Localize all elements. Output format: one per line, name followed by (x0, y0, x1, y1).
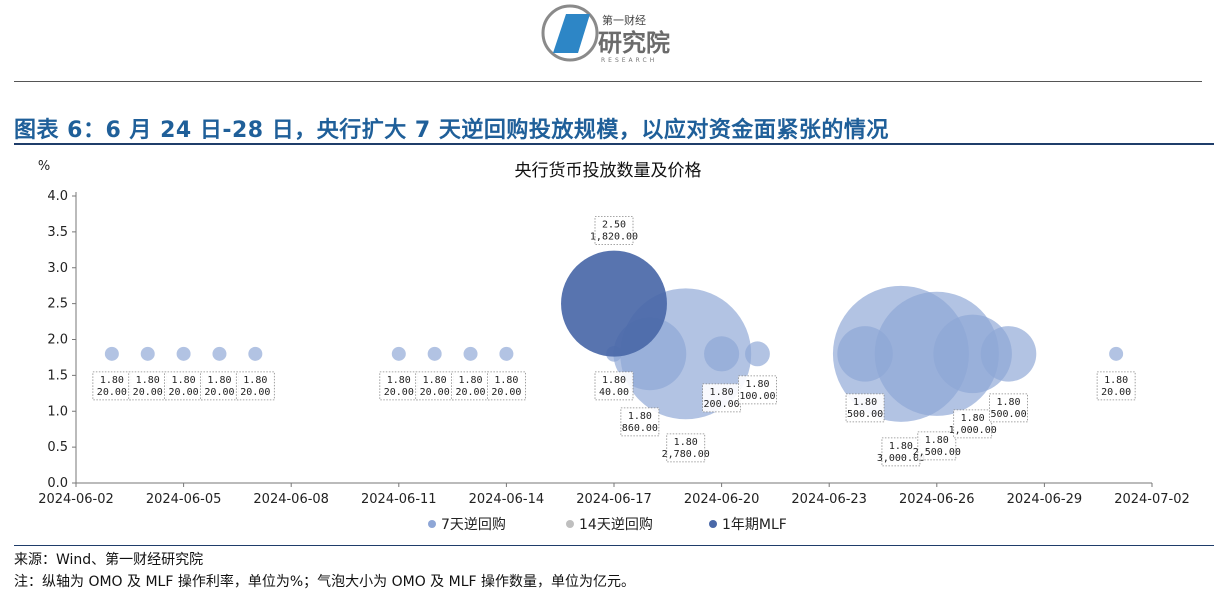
x-tick-label: 2024-06-20 (684, 492, 760, 507)
x-tick-label: 2024-06-11 (361, 492, 437, 507)
source-divider (14, 545, 1214, 546)
data-label-amount: 40.00 (599, 387, 629, 398)
data-label-rate: 1.80 (853, 397, 877, 408)
data-label-rate: 1.80 (961, 413, 985, 424)
reverse-repo-bubble (704, 336, 739, 371)
x-tick-label: 2024-06-05 (146, 492, 222, 507)
x-tick-label: 2024-07-02 (1114, 492, 1190, 507)
data-label-rate: 1.80 (136, 375, 160, 386)
reverse-repo-bubble (105, 347, 119, 361)
data-label-amount: 20.00 (1101, 387, 1131, 398)
data-label-amount: 20.00 (455, 387, 485, 398)
data-label-rate: 2.50 (602, 220, 626, 231)
data-label-amount: 500.00 (990, 409, 1026, 420)
data-label-rate: 1.80 (423, 375, 447, 386)
legend-marker (428, 520, 436, 528)
legend: 7天逆回购 14天逆回购 1年期MLF (428, 517, 787, 533)
source-note: 来源：Wind、第一财经研究院 (14, 549, 203, 569)
data-label-amount: 20.00 (384, 387, 414, 398)
data-label-amount: 2,780.00 (662, 449, 710, 460)
y-tick-label: 2.5 (47, 297, 68, 312)
legend-marker (566, 520, 574, 528)
legend-label: 14天逆回购 (579, 517, 653, 533)
figure-title: 图表 6：6 月 24 日-28 日，央行扩大 7 天逆回购投放规模，以应对资金… (14, 112, 889, 144)
data-label-amount: 860.00 (622, 423, 658, 434)
legend-marker (709, 520, 717, 528)
legend-label: 1年期MLF (722, 517, 787, 533)
data-label-rate: 1.80 (602, 375, 626, 386)
data-label-rate: 1.80 (207, 375, 231, 386)
data-label-rate: 1.80 (387, 375, 411, 386)
reverse-repo-bubble (248, 347, 262, 361)
data-label-amount: 20.00 (169, 387, 199, 398)
y-tick-label: 0.5 (47, 440, 68, 455)
footnote: 注：纵轴为 OMO 及 MLF 操作利率，单位为%；气泡大小为 OMO 及 ML… (14, 571, 635, 591)
reverse-repo-bubble (212, 347, 226, 361)
data-label-amount: 20.00 (204, 387, 234, 398)
mlf-bubble (561, 251, 667, 357)
logo-mark-icon (553, 14, 590, 53)
reverse-repo-bubble (464, 347, 478, 361)
data-label-amount: 20.00 (491, 387, 521, 398)
data-label-amount: 100.00 (739, 391, 775, 402)
title-divider (14, 143, 1214, 145)
data-label-rate: 1.80 (996, 397, 1020, 408)
data-label-rate: 1.80 (243, 375, 267, 386)
x-tick-label: 2024-06-23 (791, 492, 867, 507)
x-tick-label: 2024-06-29 (1007, 492, 1083, 507)
y-tick-label: 3.0 (47, 261, 68, 276)
data-label-rate: 1.80 (889, 441, 913, 452)
data-label-rate: 1.80 (745, 379, 769, 390)
logo-text: 研究院 (598, 29, 670, 57)
x-tick-label: 2024-06-08 (253, 492, 329, 507)
data-label-rate: 1.80 (710, 387, 734, 398)
x-tick-label: 2024-06-26 (899, 492, 975, 507)
y-tick-label: 3.5 (47, 225, 68, 240)
logo: 第一财经 研究院 RESEARCH (0, 0, 1216, 80)
header-divider (14, 81, 1202, 82)
data-label-amount: 20.00 (240, 387, 270, 398)
y-tick-label: 1.0 (47, 404, 68, 419)
x-tick-label: 2024-06-17 (576, 492, 652, 507)
data-label-amount: 20.00 (97, 387, 127, 398)
y-tick-label: 4.0 (47, 189, 68, 204)
data-label-rate: 1.80 (458, 375, 482, 386)
data-label-rate: 1.80 (100, 375, 124, 386)
legend-label: 7天逆回购 (441, 517, 506, 533)
data-label-amount: 1,000.00 (949, 425, 997, 436)
x-tick-label: 2024-06-14 (469, 492, 545, 507)
reverse-repo-bubble (1109, 347, 1123, 361)
y-axis-unit: % (38, 159, 50, 174)
logo-subtext: 第一财经 (602, 13, 646, 27)
y-tick-label: 0.0 (47, 476, 68, 491)
report-header: 第一财经 研究院 RESEARCH (0, 0, 1216, 80)
data-label-amount: 200.00 (704, 399, 740, 410)
data-label-rate: 1.80 (674, 437, 698, 448)
data-label-amount: 20.00 (133, 387, 163, 398)
data-label-amount: 2,500.00 (913, 447, 961, 458)
data-label-rate: 1.80 (494, 375, 518, 386)
bubble-chart: 央行货币投放数量及价格 % 0.0 0.5 1.0 1.5 2.0 2.5 3.0 3.5 4.… (0, 148, 1216, 544)
data-label-rate: 1.80 (172, 375, 196, 386)
data-label-amount: 1,820.00 (590, 232, 638, 243)
reverse-repo-bubble (745, 341, 770, 366)
reverse-repo-bubble (141, 347, 155, 361)
chart-title: 央行货币投放数量及价格 (515, 161, 702, 181)
data-label-amount: 500.00 (847, 409, 883, 420)
data-label-rate: 1.80 (628, 411, 652, 422)
reverse-repo-bubble (981, 326, 1037, 382)
reverse-repo-bubble (428, 347, 442, 361)
data-label-rate: 1.80 (925, 435, 949, 446)
y-tick-label: 1.5 (47, 368, 68, 383)
data-label-amount: 20.00 (420, 387, 450, 398)
y-tick-label: 2.0 (47, 333, 68, 348)
reverse-repo-bubble (499, 347, 513, 361)
x-tick-label: 2024-06-02 (38, 492, 114, 507)
logo-caption: RESEARCH (601, 57, 657, 64)
reverse-repo-bubble (392, 347, 406, 361)
reverse-repo-bubble (177, 347, 191, 361)
data-label-rate: 1.80 (1104, 375, 1128, 386)
